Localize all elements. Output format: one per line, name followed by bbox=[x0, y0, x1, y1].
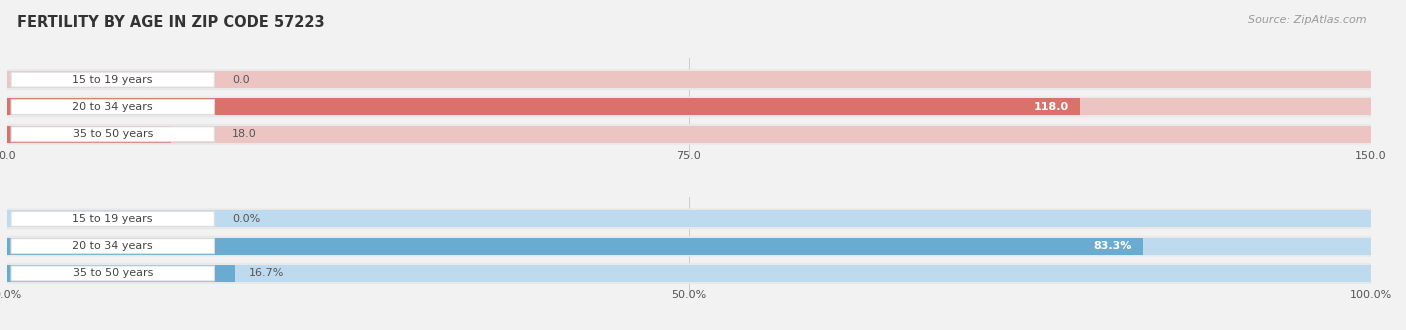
Text: 20 to 34 years: 20 to 34 years bbox=[73, 102, 153, 112]
Text: 118.0: 118.0 bbox=[1033, 102, 1069, 112]
Bar bbox=[7, 98, 1080, 115]
FancyBboxPatch shape bbox=[7, 97, 1371, 117]
Text: 15 to 19 years: 15 to 19 years bbox=[73, 214, 153, 224]
Text: 0.0: 0.0 bbox=[232, 75, 250, 85]
Text: 18.0: 18.0 bbox=[232, 129, 257, 139]
Text: 83.3%: 83.3% bbox=[1094, 241, 1132, 251]
Text: 0.0%: 0.0% bbox=[232, 214, 260, 224]
Text: FERTILITY BY AGE IN ZIP CODE 57223: FERTILITY BY AGE IN ZIP CODE 57223 bbox=[17, 15, 325, 30]
Bar bbox=[7, 71, 1371, 88]
Bar bbox=[7, 238, 1371, 255]
FancyBboxPatch shape bbox=[11, 266, 214, 281]
FancyBboxPatch shape bbox=[11, 72, 214, 87]
Bar bbox=[7, 211, 1371, 227]
FancyBboxPatch shape bbox=[11, 127, 214, 142]
FancyBboxPatch shape bbox=[7, 263, 1371, 284]
Text: 16.7%: 16.7% bbox=[249, 268, 284, 279]
Text: 20 to 34 years: 20 to 34 years bbox=[73, 241, 153, 251]
FancyBboxPatch shape bbox=[11, 239, 214, 254]
FancyBboxPatch shape bbox=[7, 209, 1371, 229]
Bar bbox=[7, 98, 1371, 115]
Text: 35 to 50 years: 35 to 50 years bbox=[73, 129, 153, 139]
Text: 35 to 50 years: 35 to 50 years bbox=[73, 268, 153, 279]
FancyBboxPatch shape bbox=[11, 211, 214, 226]
Text: 15 to 19 years: 15 to 19 years bbox=[73, 75, 153, 85]
FancyBboxPatch shape bbox=[7, 124, 1371, 145]
Bar bbox=[7, 238, 1143, 255]
Bar bbox=[7, 126, 1371, 143]
Bar bbox=[7, 265, 1371, 282]
Bar bbox=[7, 126, 170, 143]
FancyBboxPatch shape bbox=[11, 99, 214, 115]
FancyBboxPatch shape bbox=[7, 236, 1371, 256]
Text: Source: ZipAtlas.com: Source: ZipAtlas.com bbox=[1249, 15, 1367, 25]
Bar bbox=[7, 265, 235, 282]
FancyBboxPatch shape bbox=[7, 69, 1371, 90]
